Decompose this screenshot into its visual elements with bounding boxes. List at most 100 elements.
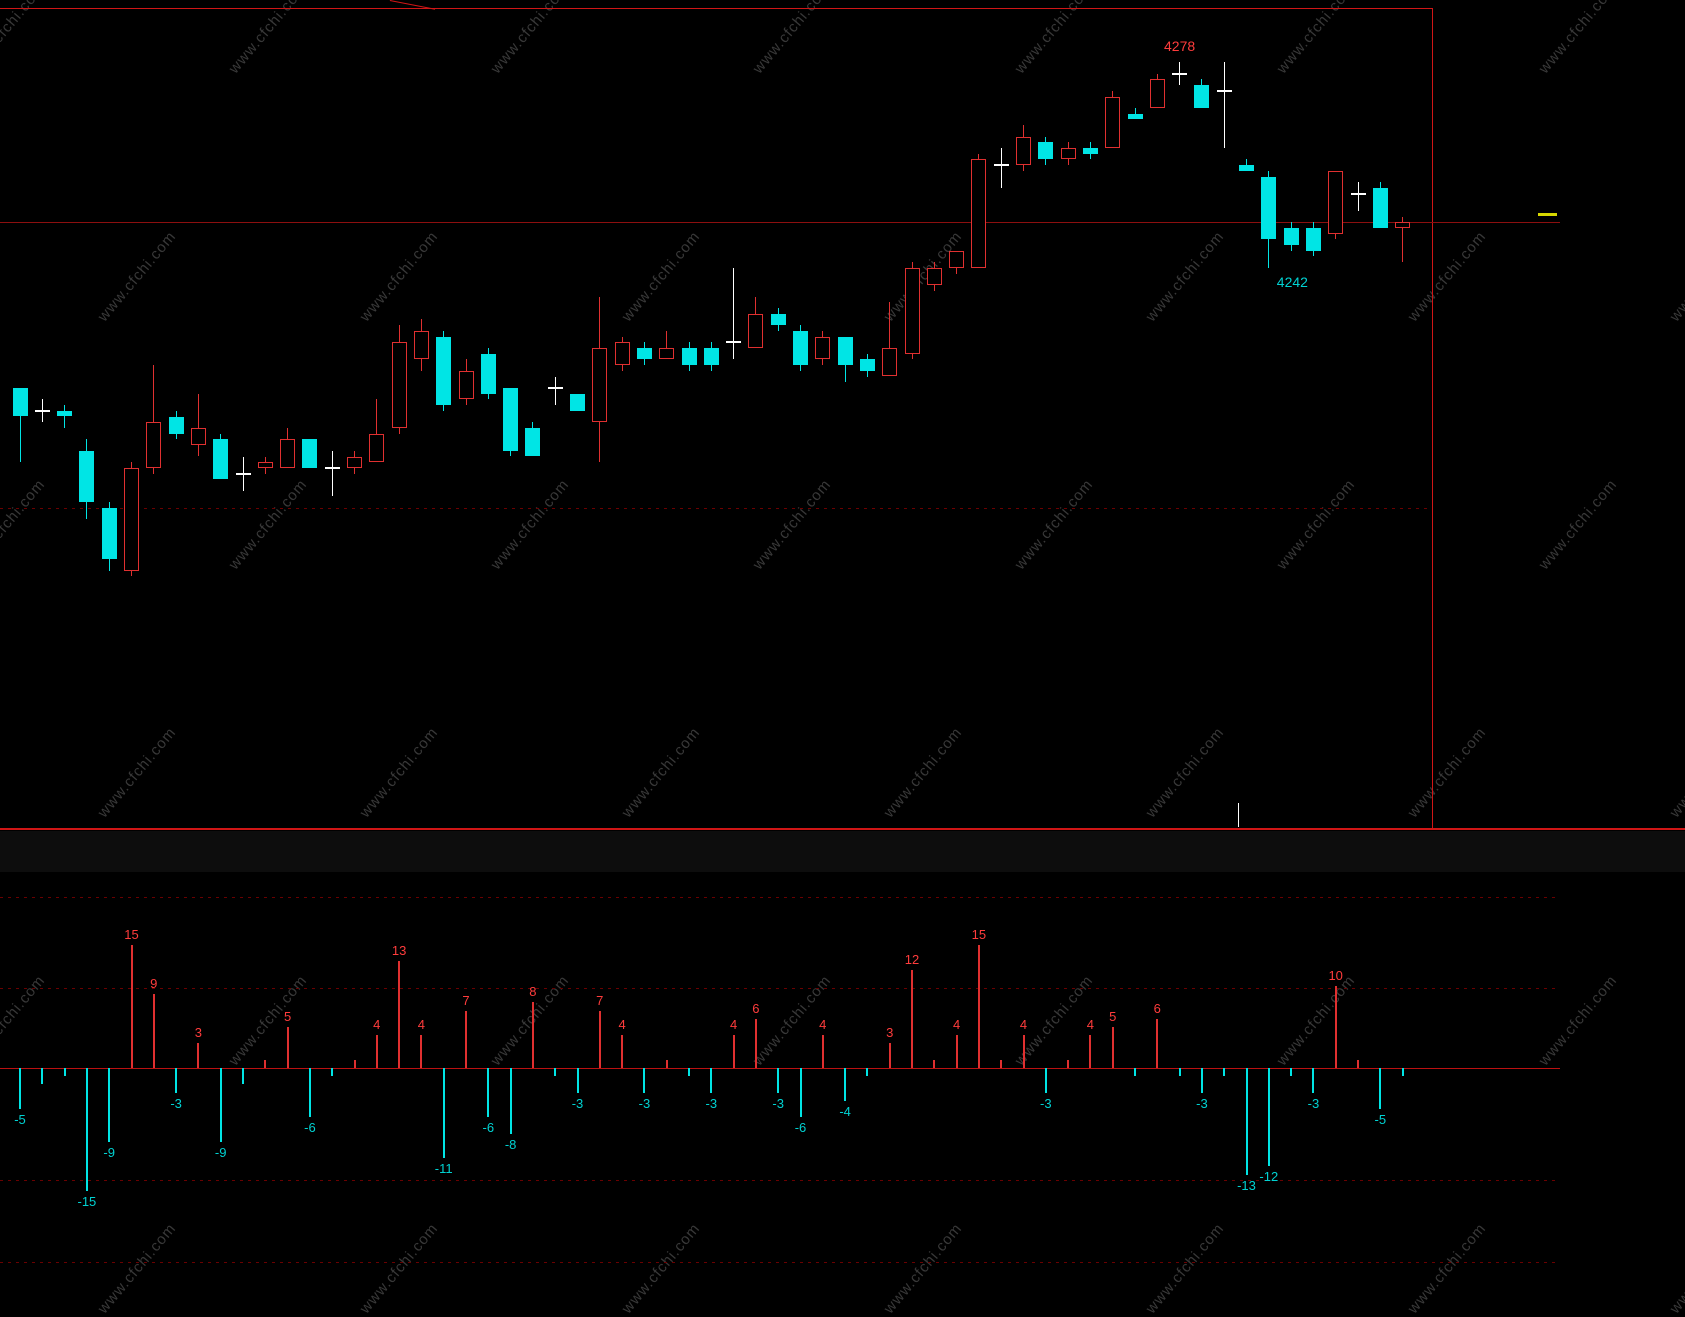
indicator-bar-value: 4 bbox=[952, 1017, 961, 1033]
indicator-bar bbox=[308, 1068, 311, 1118]
high-price-label: 4278 bbox=[1164, 38, 1196, 55]
indicator-bar bbox=[1312, 1068, 1315, 1093]
candle-body bbox=[1239, 165, 1254, 171]
indicator-bar-value: 6 bbox=[1153, 1000, 1161, 1016]
indicator-bar-value: -15 bbox=[77, 1194, 97, 1209]
indicator-bar bbox=[911, 969, 913, 1068]
candle-body bbox=[12, 387, 28, 417]
indicator-bar-value: -12 bbox=[1259, 1169, 1279, 1185]
candle-body bbox=[681, 347, 697, 365]
doji-dash bbox=[547, 386, 563, 389]
candle-body bbox=[1395, 222, 1411, 228]
candle-body bbox=[57, 410, 73, 417]
indicator-bar bbox=[420, 1035, 423, 1068]
indicator-gridline bbox=[0, 1262, 1560, 1263]
indicator-bar bbox=[465, 1010, 467, 1068]
indicator-bar-value: -3 bbox=[638, 1095, 651, 1111]
indicator-bar bbox=[63, 1068, 66, 1077]
indicator-bar bbox=[175, 1068, 178, 1093]
candle-wick bbox=[1000, 148, 1002, 188]
indicator-bar-value: 9 bbox=[150, 976, 158, 992]
indicator-bar bbox=[1134, 1068, 1136, 1077]
candle-body bbox=[748, 313, 764, 348]
candle-body bbox=[971, 159, 987, 268]
indicator-bar bbox=[398, 961, 401, 1068]
candle-body bbox=[1261, 176, 1277, 240]
indicator-bar-value: -3 bbox=[772, 1095, 784, 1111]
indicator-bar bbox=[353, 1059, 356, 1068]
candle-body bbox=[413, 330, 429, 360]
indicator-bar bbox=[487, 1068, 490, 1118]
indicator-bar bbox=[531, 1002, 534, 1068]
indicator-bar-value: -3 bbox=[705, 1095, 718, 1111]
candle-body bbox=[503, 387, 519, 451]
indicator-bar bbox=[554, 1068, 557, 1077]
indicator-bar bbox=[621, 1035, 624, 1068]
indicator-bar bbox=[888, 1043, 891, 1068]
indicator-bar bbox=[85, 1068, 88, 1191]
candle-body bbox=[213, 439, 229, 480]
indicator-bar-value: -6 bbox=[304, 1120, 316, 1136]
candle-body bbox=[949, 250, 965, 268]
indicator-bar bbox=[442, 1068, 445, 1159]
indicator-gridline bbox=[0, 988, 1560, 989]
indicator-bar bbox=[286, 1027, 289, 1068]
candle-body bbox=[101, 507, 117, 560]
current-price-marker bbox=[1538, 213, 1557, 216]
candle-body bbox=[1060, 148, 1076, 160]
candle-body bbox=[146, 422, 162, 468]
indicator-bar-value: -3 bbox=[170, 1095, 182, 1111]
doji-dash bbox=[324, 466, 340, 469]
indicator-bar bbox=[19, 1068, 21, 1109]
indicator-bar-value: 4 bbox=[417, 1017, 426, 1033]
indicator-bar bbox=[710, 1068, 713, 1093]
indicator-bar bbox=[1089, 1035, 1092, 1068]
indicator-bar bbox=[688, 1068, 690, 1077]
indicator-bar-value: -6 bbox=[482, 1120, 495, 1136]
indicator-bar-value: 4 bbox=[819, 1017, 827, 1033]
indicator-zero-line bbox=[0, 1068, 1560, 1069]
indicator-bar bbox=[108, 1068, 111, 1142]
indicator-bar bbox=[1379, 1068, 1382, 1109]
cursor-tick bbox=[1238, 803, 1239, 827]
indicator-bar-value: 13 bbox=[391, 943, 407, 959]
candle-body bbox=[1305, 228, 1321, 251]
indicator-bar bbox=[509, 1068, 512, 1134]
candle-body bbox=[837, 336, 853, 366]
candle-body bbox=[859, 359, 875, 371]
indicator-bar-value: 5 bbox=[283, 1009, 292, 1024]
candle-wick bbox=[331, 450, 333, 497]
indicator-bar bbox=[1000, 1059, 1003, 1068]
candle-body bbox=[659, 347, 675, 360]
indicator-bar-value: -9 bbox=[214, 1144, 227, 1160]
indicator-bar-value: -3 bbox=[571, 1095, 584, 1111]
indicator-bar bbox=[1044, 1068, 1047, 1093]
candle-body bbox=[391, 342, 407, 428]
indicator-bar bbox=[1178, 1068, 1181, 1077]
indicator-header-band bbox=[0, 831, 1685, 872]
indicator-bar-value: -9 bbox=[103, 1144, 115, 1160]
indicator-bar-value: -4 bbox=[839, 1103, 851, 1119]
candle-body bbox=[793, 330, 808, 366]
price-gridline bbox=[0, 507, 1432, 509]
indicator-bar bbox=[1156, 1018, 1159, 1068]
indicator-bar-value: 3 bbox=[886, 1025, 894, 1041]
candle-body bbox=[347, 456, 362, 468]
indicator-bar-value: 4 bbox=[373, 1017, 381, 1033]
indicator-bar bbox=[933, 1059, 936, 1068]
indicator-bar bbox=[754, 1018, 757, 1068]
indicator-bar bbox=[152, 994, 155, 1068]
candle-body bbox=[1372, 188, 1388, 228]
candle-wick bbox=[1223, 62, 1225, 148]
candle-body bbox=[257, 462, 273, 468]
chart-top-border bbox=[0, 8, 1432, 9]
candle-wick bbox=[554, 376, 556, 406]
candle-body bbox=[904, 268, 920, 354]
indicator-bar-value: 10 bbox=[1328, 968, 1343, 983]
candle-wick bbox=[733, 268, 735, 360]
indicator-bar bbox=[242, 1068, 244, 1085]
